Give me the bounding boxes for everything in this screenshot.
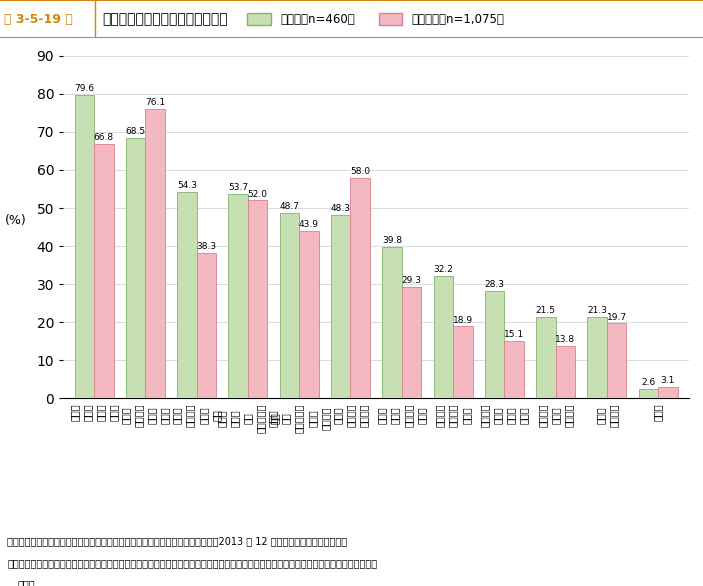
Bar xyxy=(197,253,216,398)
Text: 58.0: 58.0 xyxy=(350,166,370,176)
Legend: 事業者（n=460）, 非事業者（n=1,075）: 事業者（n=460）, 非事業者（n=1,075） xyxy=(243,8,510,31)
Text: 66.8: 66.8 xyxy=(93,133,114,142)
Text: 54.3: 54.3 xyxy=(177,180,197,190)
Text: いる。: いる。 xyxy=(18,579,35,586)
Text: （注）クラウドソーシングサイトで、「仕事を受注したことがある」、「仕事を受注も発注もしたことがある」と回答した利用者を集計して: （注）クラウドソーシングサイトで、「仕事を受注したことがある」、「仕事を受注も発… xyxy=(7,558,377,568)
Bar xyxy=(658,387,678,398)
Bar xyxy=(639,389,658,398)
Bar xyxy=(588,318,607,398)
Bar xyxy=(607,323,626,398)
Text: 3.1: 3.1 xyxy=(661,376,675,385)
Bar xyxy=(280,213,299,398)
Bar xyxy=(248,200,267,398)
Bar xyxy=(504,341,524,398)
Text: 52.0: 52.0 xyxy=(247,189,268,199)
Text: 18.9: 18.9 xyxy=(453,316,473,325)
Text: 13.8: 13.8 xyxy=(555,335,576,344)
Text: 29.3: 29.3 xyxy=(401,276,422,285)
Text: 38.3: 38.3 xyxy=(196,241,217,251)
Text: 2.6: 2.6 xyxy=(641,377,656,387)
Bar xyxy=(382,247,401,398)
Bar xyxy=(177,192,197,398)
Bar xyxy=(299,231,318,398)
Text: 76.1: 76.1 xyxy=(145,98,165,107)
Bar xyxy=(75,96,94,398)
Text: 79.6: 79.6 xyxy=(75,84,94,93)
Bar xyxy=(228,194,248,398)
Text: 21.3: 21.3 xyxy=(587,306,607,315)
Bar xyxy=(536,316,555,398)
Text: 28.3: 28.3 xyxy=(484,280,505,289)
Bar xyxy=(485,291,504,398)
Text: 19.7: 19.7 xyxy=(607,312,626,322)
Text: 48.3: 48.3 xyxy=(330,203,351,213)
Text: 資料：中小企業庁委託「日本のクラウドソーシングの利用実態に関する調査」（2013 年 12 月、（株）ワイズスタッフ）: 資料：中小企業庁委託「日本のクラウドソーシングの利用実態に関する調査」（2013… xyxy=(7,536,347,546)
Text: 39.8: 39.8 xyxy=(382,236,402,245)
Bar xyxy=(331,214,351,398)
Bar xyxy=(401,287,421,398)
Bar xyxy=(434,276,453,398)
Text: 第 3-5-19 図: 第 3-5-19 図 xyxy=(4,12,72,26)
Bar xyxy=(146,108,165,398)
Text: 32.2: 32.2 xyxy=(433,265,453,274)
Y-axis label: (%): (%) xyxy=(5,214,27,227)
Bar xyxy=(126,138,146,398)
Text: 68.5: 68.5 xyxy=(126,127,146,135)
Text: 53.7: 53.7 xyxy=(228,183,248,192)
Bar xyxy=(453,326,472,398)
Text: 43.9: 43.9 xyxy=(299,220,319,229)
Bar xyxy=(555,346,575,398)
Text: 48.7: 48.7 xyxy=(279,202,299,211)
Text: 15.1: 15.1 xyxy=(504,330,524,339)
Bar xyxy=(351,178,370,398)
Bar xyxy=(94,144,113,398)
Text: 21.5: 21.5 xyxy=(536,306,556,315)
Text: 受注業務の選択基準（複数回答）: 受注業務の選択基準（複数回答） xyxy=(102,12,228,26)
